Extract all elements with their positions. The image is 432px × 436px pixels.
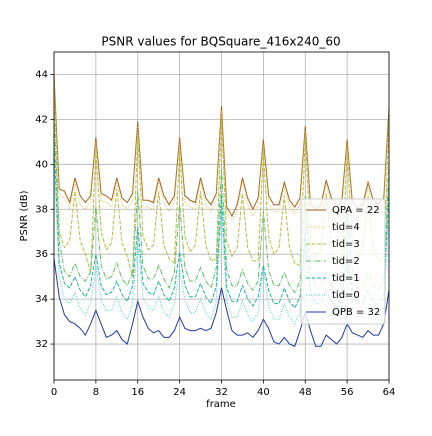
y-tick-label: 36 [35, 249, 48, 260]
x-tick-label: 40 [257, 387, 270, 398]
y-tick-label: 44 [35, 69, 48, 80]
y-tick-label: 40 [35, 159, 48, 170]
legend-label: tid=4 [332, 222, 360, 233]
legend-label: tid=3 [332, 239, 360, 250]
x-tick-label: 0 [51, 387, 57, 398]
x-tick-label: 32 [215, 387, 228, 398]
series-line [53, 258, 390, 347]
legend-box [300, 198, 386, 325]
x-tick-label: 24 [173, 387, 186, 398]
legend-label: tid=2 [332, 256, 360, 267]
plot-frame [53, 51, 390, 381]
x-tick-label: 48 [299, 387, 312, 398]
x-axis-label: frame [206, 399, 236, 410]
y-tick-label: 34 [35, 294, 48, 305]
y-tick-label: 38 [35, 204, 48, 215]
x-tick-label: 64 [383, 387, 396, 398]
y-tick-label: 32 [35, 339, 48, 350]
legend-label: tid=0 [332, 290, 360, 301]
y-tick-label: 42 [35, 114, 48, 125]
x-tick-label: 16 [131, 387, 144, 398]
legend-label: QPB = 32 [332, 307, 380, 318]
legend-label: QPA = 22 [332, 205, 380, 216]
legend-label: tid=1 [332, 273, 360, 284]
y-axis-label: PSNR (dB) [19, 190, 30, 241]
chart-title: PSNR values for BQSquare_416x240_60 [101, 35, 340, 49]
x-tick-label: 8 [93, 387, 99, 398]
x-tick-label: 56 [341, 387, 354, 398]
